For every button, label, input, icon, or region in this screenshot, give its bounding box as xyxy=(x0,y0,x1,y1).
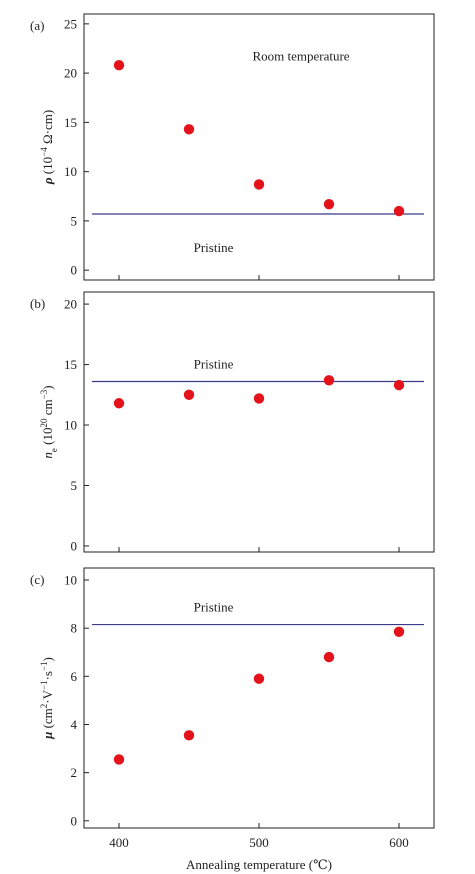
data-point xyxy=(253,673,265,684)
y-tick-label: 5 xyxy=(71,478,78,493)
y-tick-label: 0 xyxy=(71,813,78,828)
y-tick-label: 8 xyxy=(71,621,78,636)
x-axis-label: Annealing temperature (℃) xyxy=(186,857,332,872)
y-tick-label: 10 xyxy=(64,573,77,588)
data-point xyxy=(393,626,405,637)
y-tick-label: 20 xyxy=(64,66,77,81)
y-tick-label: 15 xyxy=(64,357,77,372)
data-point xyxy=(393,379,405,391)
pristine-label: Pristine xyxy=(194,356,234,371)
y-axis-label: ρ (10−4 Ω·cm) xyxy=(39,110,55,185)
y-tick-label: 4 xyxy=(71,717,78,732)
pristine-label: Pristine xyxy=(194,600,234,615)
y-tick-label: 2 xyxy=(71,765,78,780)
x-tick-label: 600 xyxy=(389,835,409,850)
y-tick-label: 25 xyxy=(64,16,77,31)
data-point xyxy=(183,124,195,135)
data-point xyxy=(323,651,335,663)
data-point xyxy=(323,375,335,386)
y-tick-label: 20 xyxy=(64,297,77,312)
data-point xyxy=(323,198,335,210)
y-axis-label: ne (1020 cm−3) xyxy=(39,385,59,458)
panel-0: (a) 0 5 10 15 20 25 ρ (10−4 Ω·cm) Pristine Room t… xyxy=(30,13,435,281)
data-point xyxy=(183,389,195,400)
x-tick-label: 500 xyxy=(249,835,269,850)
y-tick-label: 0 xyxy=(71,538,78,553)
panel-label: (a) xyxy=(30,18,44,33)
y-tick-label: 0 xyxy=(71,263,78,278)
data-point xyxy=(113,60,125,71)
data-point xyxy=(393,205,405,217)
data-point xyxy=(253,179,265,190)
pristine-label: Pristine xyxy=(194,240,234,255)
panel-2: (c) 0 2 4 6 8 10 400 500 600 μ (cm2·V−1·s−1) Pristi… xyxy=(30,567,435,872)
data-point xyxy=(113,398,125,409)
data-point xyxy=(253,393,265,404)
plot-frame xyxy=(83,567,435,829)
y-tick-label: 10 xyxy=(64,418,77,433)
annotation-text: Room temperature xyxy=(252,49,349,64)
y-tick-label: 15 xyxy=(64,115,77,130)
plot-frame xyxy=(83,291,435,553)
data-point xyxy=(183,730,195,741)
y-tick-label: 10 xyxy=(64,164,77,179)
y-axis-label: μ (cm2·V−1·s−1) xyxy=(39,657,55,740)
data-point xyxy=(113,754,125,765)
x-tick-label: 400 xyxy=(109,835,129,850)
panel-label: (c) xyxy=(30,572,44,587)
y-tick-label: 5 xyxy=(71,213,78,228)
panel-label: (b) xyxy=(30,296,45,311)
panel-1: (b) 0 5 10 15 20 ne (1020 cm−3) Pristine xyxy=(30,291,435,553)
y-tick-label: 6 xyxy=(71,669,78,684)
